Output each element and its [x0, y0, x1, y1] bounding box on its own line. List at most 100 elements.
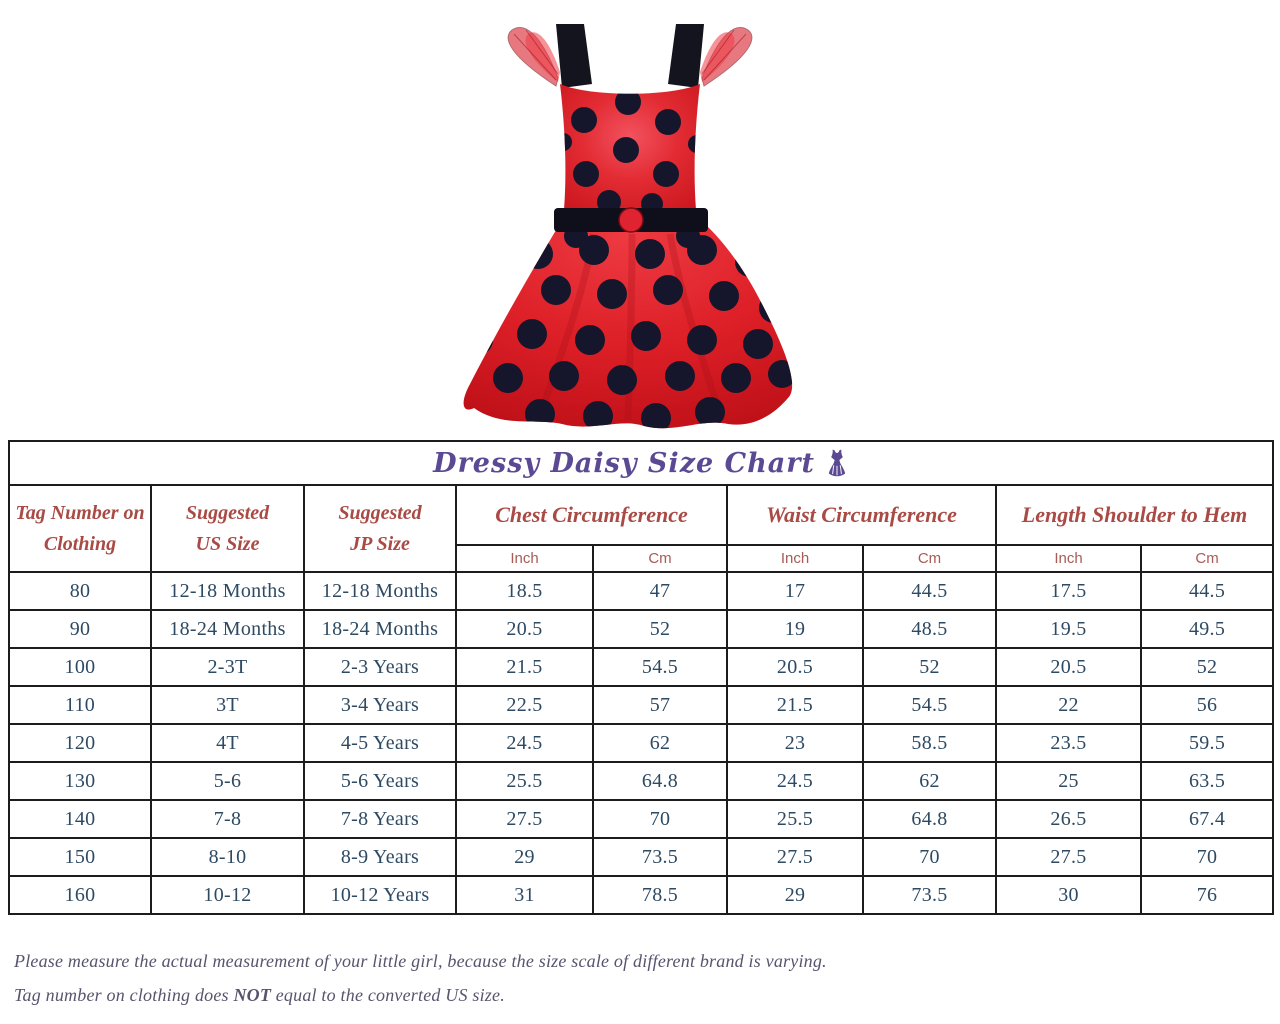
header-chest-circumference: Chest Circumference	[455, 484, 728, 546]
table-cell: 57	[592, 685, 728, 725]
size-chart-table: Dressy Daisy Size Chart Tag	[7, 440, 1275, 915]
table-cell: 5-6	[150, 761, 305, 801]
table-cell: 70	[862, 837, 997, 877]
subheader-waist-cm: Cm	[862, 544, 997, 573]
table-cell: 20.5	[726, 647, 864, 687]
table-cell: 73.5	[592, 837, 728, 877]
table-cell: 70	[1139, 837, 1275, 877]
table-cell: 76	[1139, 875, 1275, 915]
footnotes: Please measure the actual measurement of…	[14, 951, 1214, 1019]
table-row: 90 18-24 Months 18-24 Months 20.5 52 19 …	[8, 609, 1275, 649]
table-cell: 24.5	[455, 723, 594, 763]
table-cell: 10-12 Years	[303, 875, 457, 915]
subheader-chest-cm: Cm	[592, 544, 728, 573]
table-cell: 64.8	[592, 761, 728, 801]
table-cell: 58.5	[862, 723, 997, 763]
table-cell: 18-24 Months	[150, 609, 305, 649]
table-cell: 150	[8, 837, 152, 877]
table-cell: 63.5	[1139, 761, 1275, 801]
table-cell: 73.5	[862, 875, 997, 915]
header-jp-size: Suggested JP Size	[303, 484, 457, 573]
table-cell: 19	[726, 609, 864, 649]
header-us-size: Suggested US Size	[150, 484, 305, 573]
table-cell: 64.8	[862, 799, 997, 839]
header-length-shoulder-hem: Length Shoulder to Hem	[994, 484, 1275, 546]
header-waist-circumference: Waist Circumference	[726, 484, 997, 546]
table-cell: 54.5	[592, 647, 728, 687]
table-cell: 49.5	[1139, 609, 1275, 649]
table-cell: 3T	[150, 685, 305, 725]
table-cell: 59.5	[1139, 723, 1275, 763]
table-cell: 3-4 Years	[303, 685, 457, 725]
table-cell: 8-10	[150, 837, 305, 877]
table-row: 130 5-6 5-6 Years 25.5 64.8 24.5 62 25 6…	[8, 761, 1275, 801]
table-subheader-row: Inch Cm Inch Cm Inch Cm	[9, 544, 1275, 573]
subheader-length-inch: Inch	[995, 544, 1142, 573]
table-cell: 29	[455, 837, 594, 877]
table-cell: 62	[592, 723, 728, 763]
dress-skirt	[463, 220, 793, 429]
table-cell: 23	[726, 723, 864, 763]
table-header-row: Tag Number on Clothing Suggested US Size…	[8, 484, 1275, 573]
footnote-measure: Please measure the actual measurement of…	[14, 951, 827, 971]
table-cell: 44.5	[862, 571, 997, 611]
table-cell: 67.4	[1139, 799, 1275, 839]
table-row: 150 8-10 8-9 Years 29 73.5 27.5 70 27.5 …	[8, 837, 1275, 877]
table-cell: 20.5	[455, 609, 594, 649]
table-cell: 22	[995, 685, 1142, 725]
subheader-length-cm: Cm	[1139, 544, 1275, 573]
header-tag-number: Tag Number on Clothing	[8, 484, 152, 573]
table-cell: 130	[8, 761, 152, 801]
table-cell: 10-12	[150, 875, 305, 915]
table-cell: 23.5	[995, 723, 1142, 763]
table-cell: 2-3 Years	[303, 647, 457, 687]
table-cell: 90	[8, 609, 152, 649]
table-cell: 31	[455, 875, 594, 915]
table-cell: 5-6 Years	[303, 761, 457, 801]
table-cell: 54.5	[862, 685, 997, 725]
table-cell: 120	[8, 723, 152, 763]
table-cell: 52	[1139, 647, 1275, 687]
table-cell: 4-5 Years	[303, 723, 457, 763]
dress-straps	[556, 24, 704, 88]
table-cell: 18-24 Months	[303, 609, 457, 649]
table-cell: 80	[8, 571, 152, 611]
table-cell: 26.5	[995, 799, 1142, 839]
table-cell: 56	[1139, 685, 1275, 725]
table-cell: 18.5	[455, 571, 594, 611]
table-cell: 100	[8, 647, 152, 687]
dress-icon	[828, 449, 846, 477]
table-cell: 52	[592, 609, 728, 649]
table-row: 160 10-12 10-12 Years 31 78.5 29 73.5 30…	[8, 875, 1275, 915]
subheader-chest-inch: Inch	[455, 544, 594, 573]
table-cell: 62	[862, 761, 997, 801]
dress-waist-button	[618, 207, 644, 233]
table-cell: 19.5	[995, 609, 1142, 649]
table-cell: 27.5	[455, 799, 594, 839]
table-cell: 70	[592, 799, 728, 839]
table-cell: 7-8 Years	[303, 799, 457, 839]
table-cell: 44.5	[1139, 571, 1275, 611]
table-cell: 8-9 Years	[303, 837, 457, 877]
table-cell: 25	[995, 761, 1142, 801]
table-cell: 140	[8, 799, 152, 839]
footnote-tag-number: Tag number on clothing does NOT equal to…	[14, 985, 505, 1005]
table-cell: 17.5	[995, 571, 1142, 611]
table-cell: 25.5	[455, 761, 594, 801]
table-row: 80 12-18 Months 12-18 Months 18.5 47 17 …	[8, 571, 1275, 611]
dress-tulle-ruffles	[507, 27, 753, 87]
table-cell: 22.5	[455, 685, 594, 725]
table-row: 100 2-3T 2-3 Years 21.5 54.5 20.5 52 20.…	[8, 647, 1275, 687]
table-cell: 12-18 Months	[150, 571, 305, 611]
table-cell: 78.5	[592, 875, 728, 915]
table-cell: 47	[592, 571, 728, 611]
table-cell: 12-18 Months	[303, 571, 457, 611]
table-cell: 4T	[150, 723, 305, 763]
table-cell: 48.5	[862, 609, 997, 649]
table-cell: 110	[8, 685, 152, 725]
table-row: 140 7-8 7-8 Years 27.5 70 25.5 64.8 26.5…	[8, 799, 1275, 839]
table-cell: 21.5	[455, 647, 594, 687]
table-cell: 2-3T	[150, 647, 305, 687]
product-dress-image	[463, 24, 793, 429]
